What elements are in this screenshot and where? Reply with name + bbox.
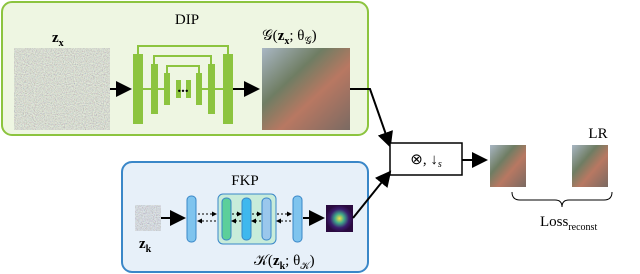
unet-links [137,45,229,90]
dip-title: DIP [175,12,199,28]
noise-image [14,48,110,130]
label-part: k [146,244,152,255]
flow-arrows [197,211,292,224]
label-part: 𝒢( [262,28,278,44]
lr-label: LR [588,126,607,142]
lr-image [572,145,608,187]
label-part: 𝒦 [300,261,311,272]
label-part: x [59,38,64,49]
fkp-output-label: 𝒦(zk; θ𝒦) [254,253,315,272]
flow-layer [292,195,303,243]
label-part: reconst [568,222,597,233]
label-part: ) [312,28,317,44]
operator-label: ⊗, ↓s [410,152,442,170]
hr-image [262,48,350,130]
brace [511,191,613,208]
label-part: x [284,36,289,47]
ellipsis: ... [177,80,189,96]
label-part: ; θ [285,253,300,269]
label-part: k [280,261,286,272]
label-part: z [139,236,146,252]
label-part: 𝒢 [304,36,311,47]
kernel-image [326,205,353,232]
label-part: Loss [540,214,569,230]
fkp-input-label: zk [139,236,152,255]
label-part: ) [310,253,315,269]
flow-layer [186,195,197,243]
loss-label: Lossreconst [540,214,597,233]
dip-output-label: 𝒢(zx; θ𝒢) [262,28,317,47]
arrow [352,170,392,219]
dip-input-label: zx [52,30,64,49]
fkp-title: FKP [231,173,259,189]
label-part: z [278,28,285,44]
flow-layer [241,197,252,241]
label-part: ; θ [289,28,304,44]
kernel-noise [135,205,161,231]
label-part: z [52,30,59,46]
label-part: ⊗, ↓ [410,152,438,168]
flow-layer [261,197,272,241]
label-part: 𝒦( [254,253,273,269]
sr-image [490,145,526,187]
label-part: s [438,159,442,170]
flow-layer [221,197,232,241]
unet [133,54,233,124]
label-part: z [273,253,280,269]
arrow [350,88,393,148]
